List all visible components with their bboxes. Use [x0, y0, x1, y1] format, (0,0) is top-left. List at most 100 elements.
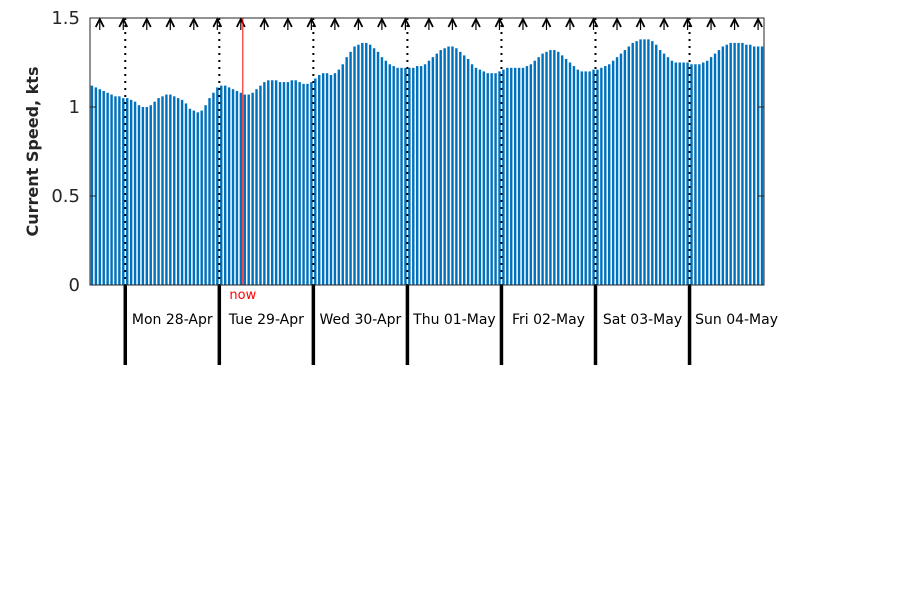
- bar: [412, 67, 415, 285]
- bar: [459, 51, 462, 285]
- bar-series: [90, 39, 764, 286]
- bar: [666, 57, 670, 285]
- bar: [267, 80, 270, 285]
- arrow-icon: [588, 16, 599, 28]
- bar: [200, 110, 203, 285]
- now-label: now: [229, 288, 256, 303]
- bar: [592, 69, 595, 286]
- bar: [122, 98, 125, 285]
- bar: [110, 94, 113, 285]
- bar: [408, 67, 411, 285]
- bar: [263, 82, 266, 285]
- bar: [466, 58, 470, 285]
- day-label: Tue 29-Apr: [228, 312, 304, 328]
- arrow-icon: [612, 16, 622, 28]
- bar: [486, 73, 489, 286]
- bar: [223, 85, 227, 285]
- bar: [118, 96, 121, 285]
- bar: [647, 39, 650, 285]
- y-tick-label: 1: [69, 97, 80, 118]
- bar: [176, 98, 180, 285]
- bar: [247, 94, 250, 285]
- bar: [271, 80, 274, 285]
- bar: [153, 101, 156, 285]
- bar: [361, 42, 364, 285]
- arrow-icon: [729, 16, 740, 28]
- y-tick-label: 0.5: [51, 186, 80, 207]
- bar: [204, 105, 207, 285]
- arrow-icon: [118, 16, 129, 28]
- bar: [474, 67, 478, 285]
- bar: [365, 42, 368, 285]
- bar: [525, 66, 529, 285]
- bar: [600, 67, 603, 285]
- bar: [126, 98, 129, 285]
- bar: [161, 96, 164, 285]
- arrow-icon: [165, 16, 176, 28]
- bar: [510, 67, 513, 285]
- bar: [345, 57, 348, 285]
- bar: [310, 82, 313, 285]
- bar: [623, 50, 627, 285]
- bar: [760, 46, 764, 286]
- day-label: Wed 30-Apr: [320, 312, 402, 328]
- bar: [537, 57, 540, 285]
- arrow-icon: [236, 16, 246, 28]
- bar: [314, 78, 317, 286]
- bar: [196, 112, 199, 285]
- bar: [372, 48, 376, 286]
- bar: [251, 92, 254, 285]
- bar: [702, 62, 705, 285]
- bar: [220, 85, 223, 285]
- bar: [513, 67, 517, 285]
- bar: [145, 107, 149, 285]
- bar: [353, 46, 356, 286]
- day-labels: Mon 28-Apr Tue 29-Apr Wed 30-Apr Thu 01-May…: [132, 312, 778, 328]
- bar: [396, 67, 399, 285]
- bar: [341, 64, 344, 285]
- arrow-icon: [635, 16, 646, 28]
- bar: [655, 44, 658, 286]
- arrow-icon: [424, 16, 434, 28]
- bar: [90, 85, 94, 285]
- bar: [290, 80, 294, 285]
- arrow-icon: [188, 16, 199, 28]
- bar: [631, 42, 634, 285]
- bar: [651, 41, 654, 285]
- bar: [482, 71, 486, 286]
- bar: [619, 53, 623, 285]
- bar: [306, 83, 309, 285]
- bar: [443, 48, 446, 286]
- bar: [564, 58, 568, 285]
- axes-box: [89, 17, 765, 286]
- arrow-icon: [212, 16, 223, 28]
- bar: [494, 73, 497, 286]
- bar: [506, 67, 509, 285]
- bar: [427, 60, 431, 285]
- bar: [662, 53, 666, 285]
- bar: [321, 73, 325, 286]
- bar: [212, 92, 215, 285]
- arrow-icon: [541, 16, 552, 28]
- bar: [435, 53, 439, 285]
- bar: [255, 89, 258, 285]
- bar: [133, 101, 137, 285]
- bar: [545, 51, 548, 285]
- bar: [114, 96, 117, 285]
- bar: [635, 41, 638, 285]
- bar: [216, 87, 219, 285]
- bar: [368, 44, 372, 286]
- bar: [259, 85, 262, 285]
- bar: [502, 69, 505, 286]
- arrow-icon: [447, 16, 458, 28]
- arrow-icon: [259, 16, 270, 28]
- bar: [705, 60, 709, 285]
- bar: [376, 51, 380, 285]
- y-axis-ticks: 0 0.5 1 1.5: [51, 8, 764, 296]
- bar: [447, 46, 450, 286]
- bar: [752, 46, 756, 286]
- y-tick-label: 0: [69, 275, 80, 296]
- bar: [392, 66, 395, 285]
- bar: [615, 57, 619, 285]
- bar: [717, 50, 721, 285]
